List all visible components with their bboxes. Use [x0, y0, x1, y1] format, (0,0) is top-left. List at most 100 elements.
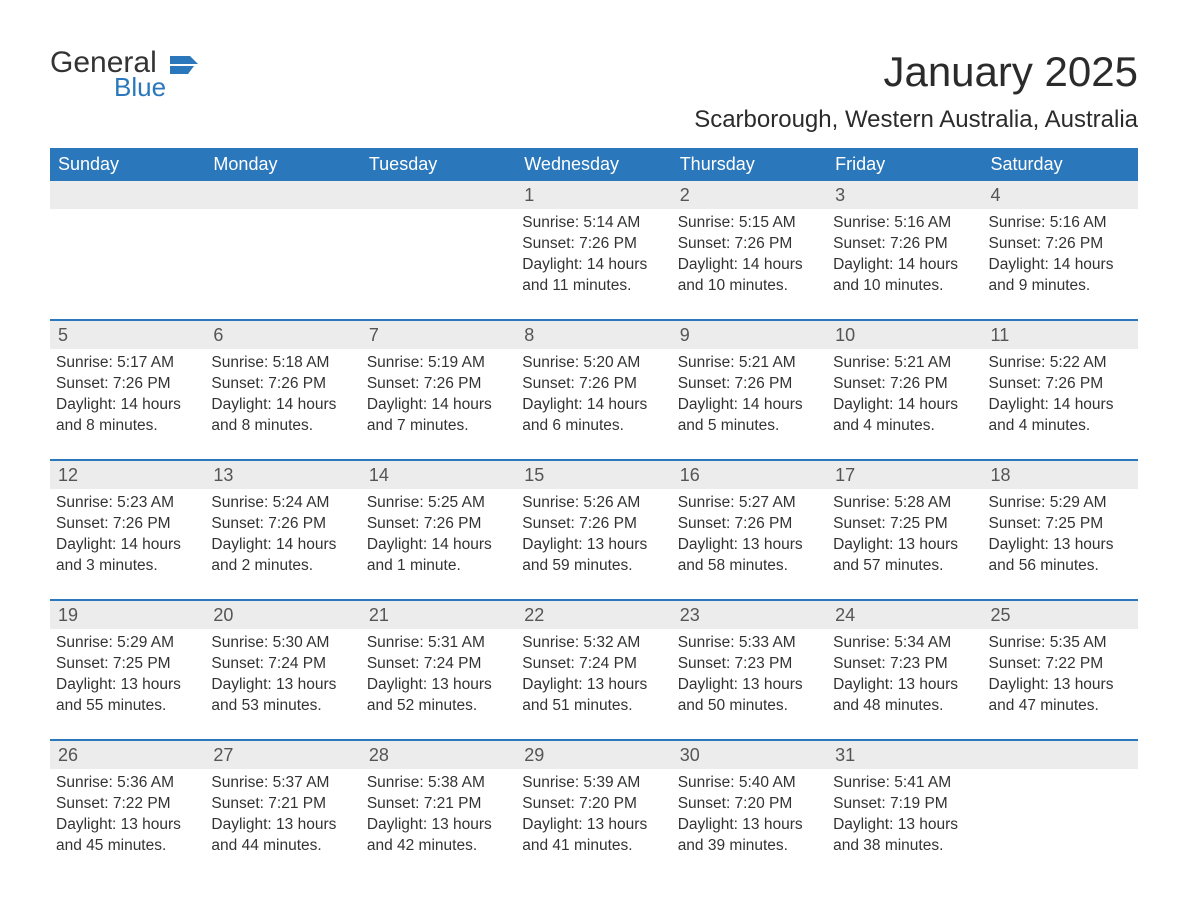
sunset-text: Sunset: 7:26 PM — [211, 374, 354, 395]
weekday-header: Monday — [205, 148, 360, 181]
sunset-text: Sunset: 7:26 PM — [367, 514, 510, 535]
daylight-text: Daylight: 13 hours and 48 minutes. — [833, 675, 976, 717]
day-number: 31 — [827, 741, 982, 769]
day-number: 10 — [827, 321, 982, 349]
calendar-day-cell — [205, 181, 360, 320]
day-details: Sunrise: 5:41 AMSunset: 7:19 PMDaylight:… — [833, 773, 976, 857]
sunrise-text: Sunrise: 5:17 AM — [56, 353, 199, 374]
sunrise-text: Sunrise: 5:27 AM — [678, 493, 821, 514]
daylight-text: Daylight: 13 hours and 56 minutes. — [989, 535, 1132, 577]
logo: General Blue — [50, 48, 198, 100]
daylight-text: Daylight: 13 hours and 59 minutes. — [522, 535, 665, 577]
sunrise-text: Sunrise: 5:23 AM — [56, 493, 199, 514]
calendar-day-cell: 7Sunrise: 5:19 AMSunset: 7:26 PMDaylight… — [361, 320, 516, 460]
weekday-header-row: Sunday Monday Tuesday Wednesday Thursday… — [50, 148, 1138, 181]
day-details: Sunrise: 5:32 AMSunset: 7:24 PMDaylight:… — [522, 633, 665, 717]
calendar-day-cell: 2Sunrise: 5:15 AMSunset: 7:26 PMDaylight… — [672, 181, 827, 320]
sunset-text: Sunset: 7:26 PM — [522, 514, 665, 535]
daylight-text: Daylight: 14 hours and 8 minutes. — [56, 395, 199, 437]
sunset-text: Sunset: 7:19 PM — [833, 794, 976, 815]
calendar-day-cell: 30Sunrise: 5:40 AMSunset: 7:20 PMDayligh… — [672, 740, 827, 879]
day-number: 21 — [361, 601, 516, 629]
sunset-text: Sunset: 7:25 PM — [833, 514, 976, 535]
day-number: 8 — [516, 321, 671, 349]
calendar-day-cell: 10Sunrise: 5:21 AMSunset: 7:26 PMDayligh… — [827, 320, 982, 460]
day-details: Sunrise: 5:16 AMSunset: 7:26 PMDaylight:… — [989, 213, 1132, 297]
calendar-day-cell: 20Sunrise: 5:30 AMSunset: 7:24 PMDayligh… — [205, 600, 360, 740]
day-number: 17 — [827, 461, 982, 489]
day-number: 16 — [672, 461, 827, 489]
day-details: Sunrise: 5:28 AMSunset: 7:25 PMDaylight:… — [833, 493, 976, 577]
calendar-day-cell: 14Sunrise: 5:25 AMSunset: 7:26 PMDayligh… — [361, 460, 516, 600]
calendar-day-cell: 29Sunrise: 5:39 AMSunset: 7:20 PMDayligh… — [516, 740, 671, 879]
day-details: Sunrise: 5:36 AMSunset: 7:22 PMDaylight:… — [56, 773, 199, 857]
day-details: Sunrise: 5:17 AMSunset: 7:26 PMDaylight:… — [56, 353, 199, 437]
sunset-text: Sunset: 7:26 PM — [989, 374, 1132, 395]
day-details: Sunrise: 5:37 AMSunset: 7:21 PMDaylight:… — [211, 773, 354, 857]
day-number: 15 — [516, 461, 671, 489]
day-details: Sunrise: 5:21 AMSunset: 7:26 PMDaylight:… — [678, 353, 821, 437]
daylight-text: Daylight: 13 hours and 51 minutes. — [522, 675, 665, 717]
sunrise-text: Sunrise: 5:28 AM — [833, 493, 976, 514]
day-number: 6 — [205, 321, 360, 349]
day-details: Sunrise: 5:22 AMSunset: 7:26 PMDaylight:… — [989, 353, 1132, 437]
sunset-text: Sunset: 7:21 PM — [211, 794, 354, 815]
sunrise-text: Sunrise: 5:38 AM — [367, 773, 510, 794]
sunset-text: Sunset: 7:26 PM — [678, 514, 821, 535]
daylight-text: Daylight: 14 hours and 8 minutes. — [211, 395, 354, 437]
daylight-text: Daylight: 13 hours and 58 minutes. — [678, 535, 821, 577]
daylight-text: Daylight: 13 hours and 44 minutes. — [211, 815, 354, 857]
sunset-text: Sunset: 7:26 PM — [56, 514, 199, 535]
day-details: Sunrise: 5:18 AMSunset: 7:26 PMDaylight:… — [211, 353, 354, 437]
daylight-text: Daylight: 13 hours and 52 minutes. — [367, 675, 510, 717]
calendar-day-cell: 4Sunrise: 5:16 AMSunset: 7:26 PMDaylight… — [983, 181, 1138, 320]
daylight-text: Daylight: 14 hours and 6 minutes. — [522, 395, 665, 437]
sunset-text: Sunset: 7:24 PM — [211, 654, 354, 675]
sunset-text: Sunset: 7:20 PM — [522, 794, 665, 815]
calendar-week-row: 19 Sunrise: 5:29 AMSunset: 7:25 PMDayligh… — [50, 600, 1138, 740]
day-number — [983, 741, 1138, 769]
sunrise-text: Sunrise: 5:36 AM — [56, 773, 199, 794]
day-number: 27 — [205, 741, 360, 769]
day-number: 3 — [827, 181, 982, 209]
weekday-header: Wednesday — [516, 148, 671, 181]
calendar-day-cell: 21Sunrise: 5:31 AMSunset: 7:24 PMDayligh… — [361, 600, 516, 740]
sunset-text: Sunset: 7:23 PM — [833, 654, 976, 675]
day-details: Sunrise: 5:27 AMSunset: 7:26 PMDaylight:… — [678, 493, 821, 577]
day-number: 29 — [516, 741, 671, 769]
sunset-text: Sunset: 7:25 PM — [56, 654, 199, 675]
page-title: January 2025 — [883, 48, 1138, 96]
calendar-day-cell: 22Sunrise: 5:32 AMSunset: 7:24 PMDayligh… — [516, 600, 671, 740]
day-details: Sunrise: 5:29 AMSunset: 7:25 PMDaylight:… — [989, 493, 1132, 577]
day-details: Sunrise: 5:29 AMSunset: 7:25 PMDaylight:… — [56, 633, 199, 717]
daylight-text: Daylight: 14 hours and 5 minutes. — [678, 395, 821, 437]
calendar-week-row: 26Sunrise: 5:36 AMSunset: 7:22 PMDayligh… — [50, 740, 1138, 879]
calendar-day-cell: 23Sunrise: 5:33 AMSunset: 7:23 PMDayligh… — [672, 600, 827, 740]
daylight-text: Daylight: 14 hours and 2 minutes. — [211, 535, 354, 577]
calendar-day-cell: 27 Sunrise: 5:37 AMSunset: 7:21 PMDayligh… — [205, 740, 360, 879]
daylight-text: Daylight: 13 hours and 50 minutes. — [678, 675, 821, 717]
sunset-text: Sunset: 7:23 PM — [678, 654, 821, 675]
day-number: 23 — [672, 601, 827, 629]
daylight-text: Daylight: 13 hours and 57 minutes. — [833, 535, 976, 577]
day-details: Sunrise: 5:38 AMSunset: 7:21 PMDaylight:… — [367, 773, 510, 857]
weekday-header: Saturday — [983, 148, 1138, 181]
sunset-text: Sunset: 7:20 PM — [678, 794, 821, 815]
day-details: Sunrise: 5:35 AMSunset: 7:22 PMDaylight:… — [989, 633, 1132, 717]
sunrise-text: Sunrise: 5:40 AM — [678, 773, 821, 794]
day-number: 30 — [672, 741, 827, 769]
sunset-text: Sunset: 7:26 PM — [833, 234, 976, 255]
calendar-day-cell: 17 Sunrise: 5:28 AMSunset: 7:25 PMDayligh… — [827, 460, 982, 600]
day-details: Sunrise: 5:25 AMSunset: 7:26 PMDaylight:… — [367, 493, 510, 577]
day-number: 19 — [50, 601, 205, 629]
daylight-text: Daylight: 14 hours and 1 minute. — [367, 535, 510, 577]
sunset-text: Sunset: 7:25 PM — [989, 514, 1132, 535]
calendar-week-row: 12Sunrise: 5:23 AMSunset: 7:26 PMDayligh… — [50, 460, 1138, 600]
header: General Blue January 2025 — [50, 48, 1138, 100]
page-subtitle: Scarborough, Western Australia, Australi… — [50, 106, 1138, 134]
calendar-day-cell: 8Sunrise: 5:20 AMSunset: 7:26 PMDaylight… — [516, 320, 671, 460]
daylight-text: Daylight: 13 hours and 53 minutes. — [211, 675, 354, 717]
calendar-day-cell: 5Sunrise: 5:17 AMSunset: 7:26 PMDaylight… — [50, 320, 205, 460]
sunset-text: Sunset: 7:26 PM — [367, 374, 510, 395]
day-details: Sunrise: 5:15 AMSunset: 7:26 PMDaylight:… — [678, 213, 821, 297]
